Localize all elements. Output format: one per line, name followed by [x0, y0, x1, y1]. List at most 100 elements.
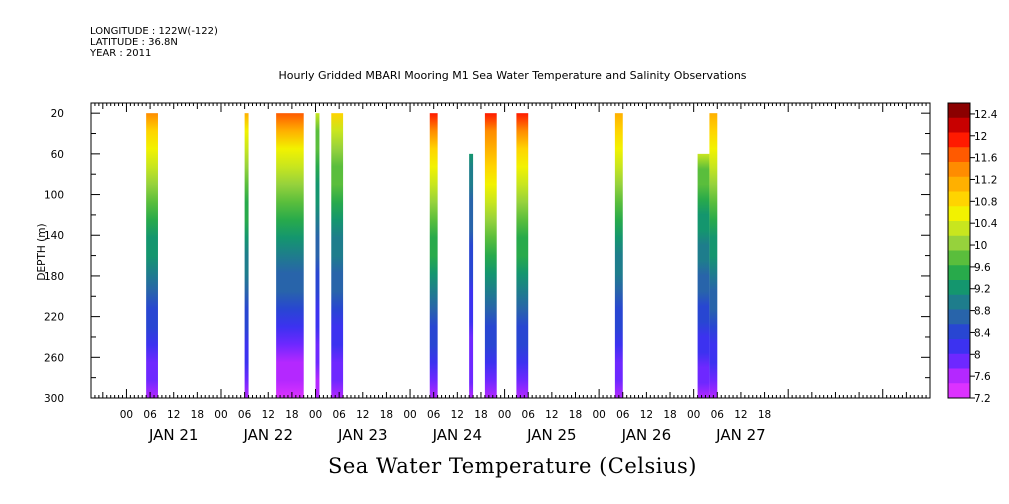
- y-tick-label: 140: [44, 230, 64, 242]
- x-tick-label: 18: [758, 409, 771, 421]
- x-tick-label: 06: [143, 409, 157, 421]
- x-day-label: JAN 25: [526, 426, 577, 444]
- x-tick-label: 12: [356, 409, 369, 421]
- x-tick-label: 06: [427, 409, 441, 421]
- x-tick-label: 18: [191, 409, 204, 421]
- x-tick-label: 12: [640, 409, 653, 421]
- colorbar-swatch: [948, 191, 970, 207]
- colorbar-swatch: [948, 132, 970, 148]
- data-columns: [146, 113, 718, 398]
- x-tick-label: 06: [238, 409, 252, 421]
- colorbar-label: 10.4: [974, 218, 998, 230]
- x-day-label: JAN 23: [337, 426, 388, 444]
- plot-frame: [90, 102, 931, 399]
- colorbar-label: 7.2: [974, 393, 991, 405]
- year-label: YEAR : 2011: [90, 48, 152, 59]
- x-tick-label: 00: [309, 409, 322, 421]
- colorbar-swatch: [948, 324, 970, 340]
- colorbar-swatch: [948, 117, 970, 133]
- x-tick-label: 12: [262, 409, 275, 421]
- y-tick-label: 260: [44, 352, 64, 364]
- x-axis: 00 06 12 18 00 06 12 18 00 06 12 18 00 06 12 18 00 06 12 18…: [90, 103, 931, 444]
- x-tick-label: 12: [734, 409, 747, 421]
- data-column: [244, 113, 249, 398]
- y-tick-label: 180: [44, 271, 64, 283]
- colorbar-label: 10.8: [974, 196, 997, 208]
- x-tick-label: 00: [592, 409, 605, 421]
- latitude-label: LATITUDE : 36.8N: [90, 37, 178, 48]
- colorbar-label: 7.6: [974, 371, 991, 383]
- colorbar-label: 12: [974, 131, 987, 143]
- colorbar-swatch: [948, 103, 970, 119]
- y-tick-label: 20: [51, 108, 64, 120]
- y-tick-label: 100: [44, 190, 64, 202]
- colorbar-swatch: [948, 280, 970, 296]
- chart-title: Hourly Gridded MBARI Mooring M1 Sea Wate…: [278, 69, 747, 82]
- x-tick-label: 00: [498, 409, 511, 421]
- data-column: [429, 113, 438, 398]
- colorbar-swatch: [948, 265, 970, 281]
- colorbar-label: 11.2: [974, 174, 997, 186]
- x-tick-label: 00: [403, 409, 416, 421]
- colorbar-label: 10: [974, 240, 987, 252]
- x-tick-label: 06: [616, 409, 630, 421]
- y-tick-label: 60: [51, 149, 64, 161]
- colorbar-label: 8.8: [974, 306, 991, 318]
- x-tick-label: 12: [545, 409, 558, 421]
- x-tick-label: 06: [332, 409, 346, 421]
- x-tick-label: 18: [569, 409, 582, 421]
- colorbar-swatch: [948, 339, 970, 355]
- colorbar-label: 9.2: [974, 284, 991, 296]
- x-tick-label: 18: [285, 409, 298, 421]
- data-column: [469, 153, 474, 398]
- colorbar-label: 12.4: [974, 109, 998, 121]
- colorbar-swatch: [948, 353, 970, 369]
- x-day-label: JAN 21: [148, 426, 199, 444]
- x-tick-label: 12: [167, 409, 180, 421]
- colorbar: 12.4 12 11.6 11.2 10.8 10.4 10 9.6 9.2 8.8 8.4 8 7.6…: [947, 102, 998, 405]
- data-column: [614, 113, 623, 398]
- chart-caption: Sea Water Temperature (Celsius): [327, 454, 697, 478]
- x-tick-label: 06: [522, 409, 536, 421]
- x-tick-label: 06: [711, 409, 725, 421]
- y-tick-label: 300: [44, 393, 64, 405]
- data-column: [331, 113, 344, 398]
- colorbar-label: 11.6: [974, 153, 998, 165]
- y-axis: 20 60 100 140 180 220 260 300: [44, 108, 930, 405]
- colorbar-swatch: [948, 176, 970, 192]
- colorbar-swatch: [948, 235, 970, 251]
- y-tick-label: 220: [44, 312, 64, 324]
- data-column: [315, 113, 320, 398]
- colorbar-swatch: [948, 294, 970, 310]
- colorbar-swatch: [948, 221, 970, 237]
- colorbar-swatch: [948, 162, 970, 178]
- x-tick-label: 18: [474, 409, 487, 421]
- x-tick-label: 12: [451, 409, 464, 421]
- colorbar-swatch: [948, 309, 970, 325]
- data-column: [146, 113, 158, 398]
- x-tick-label: 00: [214, 409, 227, 421]
- data-column: [276, 113, 304, 398]
- longitude-label: LONGITUDE : 122W(-122): [90, 26, 218, 37]
- x-day-label: JAN 22: [243, 426, 294, 444]
- x-tick-label: 18: [380, 409, 393, 421]
- colorbar-frame: [947, 102, 971, 399]
- y-axis-label: DEPTH (m): [36, 223, 48, 280]
- colorbar-swatch: [948, 368, 970, 384]
- colorbar-label: 8.4: [974, 327, 991, 339]
- data-column: [709, 113, 718, 398]
- x-tick-label: 00: [687, 409, 700, 421]
- colorbar-label: 8: [974, 349, 981, 361]
- colorbar-label: 9.6: [974, 262, 991, 274]
- x-tick-label: 18: [663, 409, 676, 421]
- x-day-label: JAN 26: [621, 426, 672, 444]
- data-column: [484, 113, 497, 398]
- x-tick-label: 00: [120, 409, 133, 421]
- colorbar-swatch: [948, 250, 970, 266]
- x-day-label: JAN 27: [715, 426, 766, 444]
- colorbar-swatch: [948, 147, 970, 163]
- x-day-label: JAN 24: [432, 426, 483, 444]
- data-column: [516, 113, 529, 398]
- colorbar-swatch: [948, 206, 970, 222]
